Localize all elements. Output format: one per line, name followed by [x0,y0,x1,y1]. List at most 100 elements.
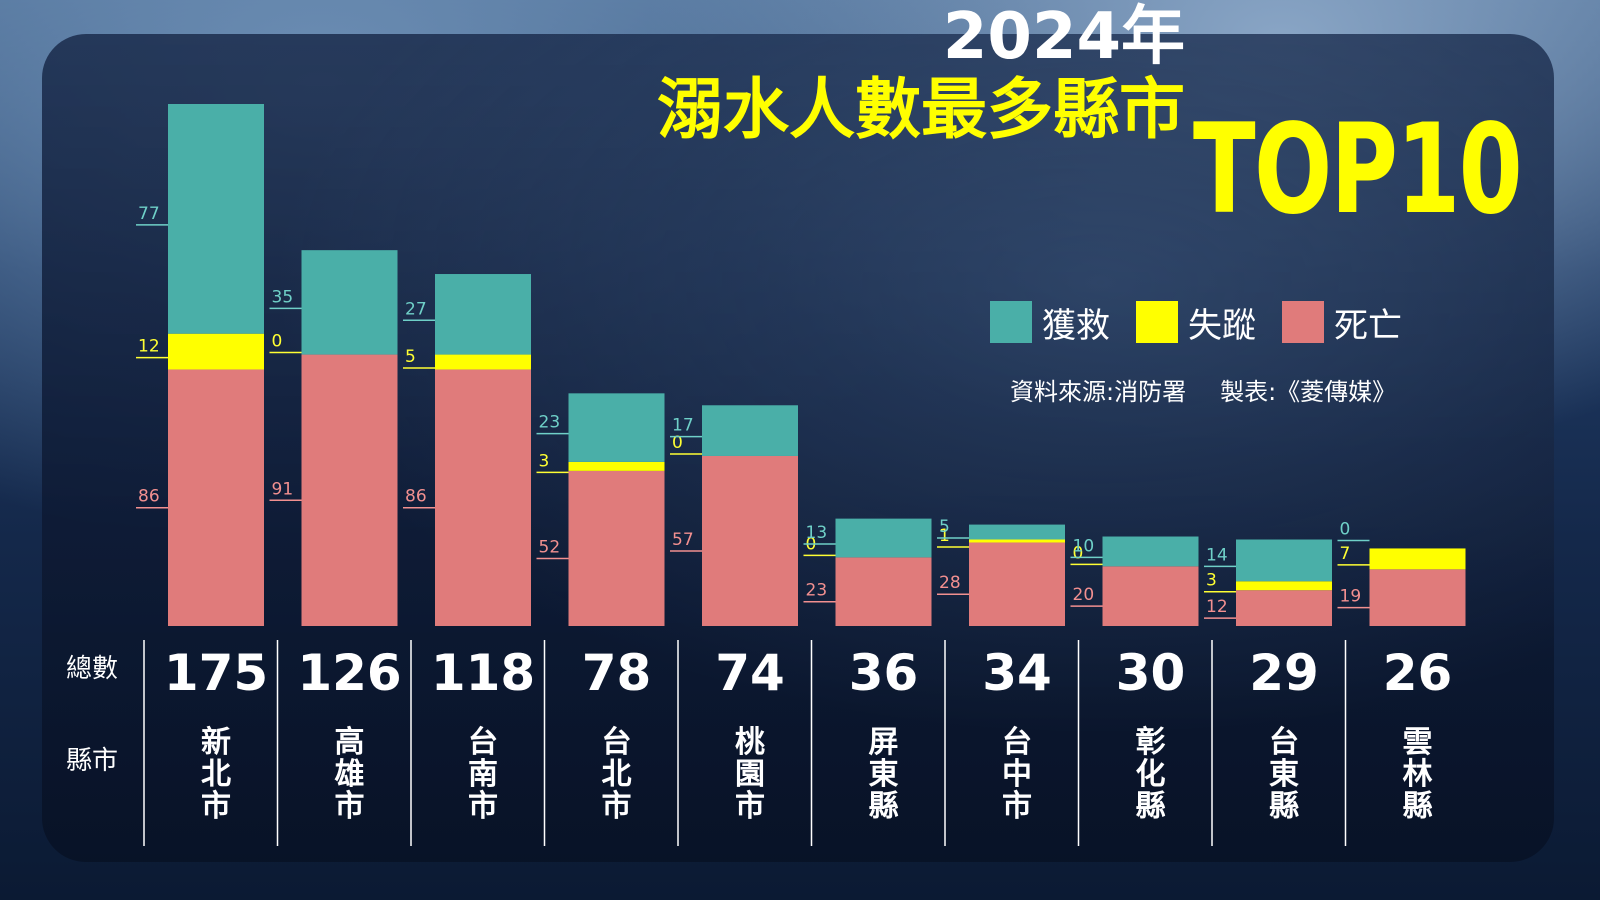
label-missing-9: 7 [1340,544,1351,564]
bar-rescued-8 [1236,539,1332,582]
bar-dead-0 [168,369,264,626]
legend-label-missing: 失蹤 [1188,305,1256,346]
city-8-char-2: 縣 [1269,789,1299,824]
city-9-char-0: 雲 [1403,725,1433,760]
city-0-char-1: 北 [201,757,231,792]
city-3-char-1: 北 [602,757,632,792]
label-missing-8: 3 [1206,571,1217,591]
row-label-total: 總數 [66,654,119,684]
total-9: 26 [1383,644,1453,702]
bar-rescued-2 [435,274,531,355]
bar-rescued-0 [168,104,264,334]
bar-dead-6 [969,542,1065,626]
source-line: 資料來源:消防署 製表:《菱傳媒》 [1010,372,1430,407]
legend-swatch-dead [1282,301,1324,343]
city-9-char-1: 林 [1403,757,1433,792]
label-dead-7: 20 [1073,585,1095,605]
city-5-char-1: 東 [869,757,899,792]
legend-item-dead: 死亡 [1282,298,1402,347]
city-2-char-1: 南 [468,757,498,792]
total-3: 78 [582,644,652,702]
bar-missing-6 [969,539,1065,543]
data-source: 資料來源:消防署 [1010,378,1187,406]
label-rescued-3: 23 [539,413,561,433]
label-dead-4: 57 [672,530,694,550]
label-dead-5: 23 [806,581,828,601]
bar-rescued-7 [1102,536,1199,567]
bar-dead-3 [568,470,665,626]
label-rescued-2: 27 [405,299,427,319]
city-5-char-2: 縣 [869,789,899,824]
bar-missing-8 [1236,581,1332,591]
total-4: 74 [715,644,785,702]
label-dead-8: 12 [1206,597,1228,617]
label-rescued-9: 0 [1340,519,1351,539]
label-rescued-1: 35 [272,287,294,307]
bar-rescued-6 [969,524,1065,540]
city-9-char-2: 縣 [1403,789,1433,824]
label-missing-4: 0 [672,433,683,453]
city-0-char-0: 新 [201,725,231,760]
bar-dead-4 [702,455,798,626]
bar-dead-5 [835,557,932,626]
bar-dead-9 [1369,569,1466,626]
legend-swatch-rescued [990,301,1032,343]
label-rescued-0: 77 [138,204,160,224]
city-7-char-1: 化 [1136,757,1166,792]
total-2: 118 [431,644,535,702]
legend-label-rescued: 獲救 [1042,305,1110,346]
bar-dead-7 [1102,566,1199,626]
total-1: 126 [297,644,401,702]
bar-rescued-1 [301,250,398,355]
label-dead-3: 52 [539,537,561,557]
label-missing-1: 0 [272,332,283,352]
label-dead-0: 86 [138,487,160,507]
city-0-char-2: 市 [201,789,231,824]
bar-rescued-4 [702,405,798,456]
total-0: 175 [164,644,268,702]
title-main: 溺水人數最多縣市 [657,71,1185,148]
city-1-char-0: 高 [335,725,365,760]
bar-missing-3 [568,461,665,471]
bar-dead-8 [1236,590,1332,626]
city-2-char-2: 市 [468,789,498,824]
bar-rescued-5 [835,518,932,558]
city-8-char-1: 東 [1269,757,1299,792]
city-3-char-2: 市 [602,789,632,824]
city-2-char-0: 台 [468,725,498,760]
bar-missing-2 [435,354,531,370]
bar-dead-2 [435,369,531,626]
city-1-char-2: 市 [335,789,365,824]
city-1-char-1: 雄 [335,757,365,792]
label-missing-7: 0 [1073,543,1084,563]
bar-missing-9 [1369,548,1466,570]
producer: 製表:《菱傳媒》 [1220,378,1397,406]
label-missing-0: 12 [138,337,160,357]
city-6-char-2: 市 [1002,789,1032,824]
title-year: 2024年 [942,0,1185,74]
label-missing-6: 1 [939,526,950,546]
total-6: 34 [982,644,1052,702]
city-6-char-0: 台 [1002,725,1032,760]
city-4-char-2: 市 [735,789,765,824]
legend: 獲救 失蹤 死亡 [990,298,1428,347]
total-8: 29 [1249,644,1319,702]
label-missing-3: 3 [539,451,550,471]
label-rescued-8: 14 [1206,545,1228,565]
label-dead-2: 86 [405,487,427,507]
label-rescued-7: 10 [1073,536,1095,556]
city-6-char-1: 中 [1002,757,1032,792]
label-dead-9: 19 [1340,587,1362,607]
total-5: 36 [849,644,919,702]
bar-dead-1 [301,354,398,626]
label-rescued-4: 17 [672,416,694,436]
label-missing-2: 5 [405,347,416,367]
label-dead-6: 28 [939,573,961,593]
total-7: 30 [1116,644,1186,702]
city-3-char-0: 台 [602,725,632,760]
bar-missing-0 [168,333,264,370]
city-5-char-0: 屏 [869,725,899,760]
city-7-char-2: 縣 [1136,789,1166,824]
label-dead-1: 91 [272,479,294,499]
city-4-char-0: 桃 [735,725,765,760]
